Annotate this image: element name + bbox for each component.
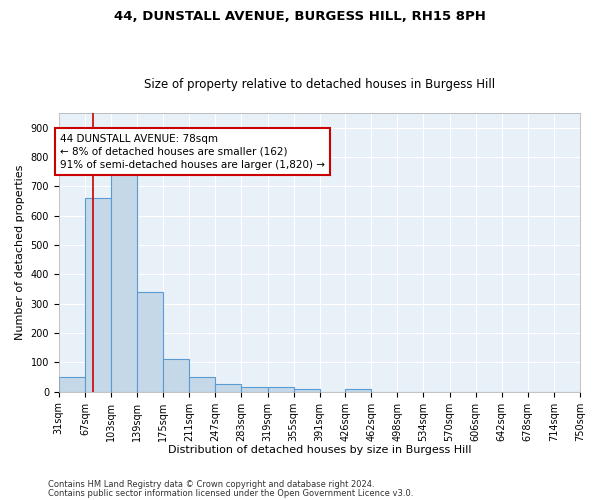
Bar bbox=[268, 388, 293, 392]
Bar bbox=[293, 389, 320, 392]
Text: 44, DUNSTALL AVENUE, BURGESS HILL, RH15 8PH: 44, DUNSTALL AVENUE, BURGESS HILL, RH15 … bbox=[114, 10, 486, 23]
Text: 44 DUNSTALL AVENUE: 78sqm
← 8% of detached houses are smaller (162)
91% of semi-: 44 DUNSTALL AVENUE: 78sqm ← 8% of detach… bbox=[60, 134, 325, 170]
Y-axis label: Number of detached properties: Number of detached properties bbox=[15, 164, 25, 340]
Bar bbox=[241, 388, 268, 392]
Bar bbox=[163, 360, 189, 392]
Bar bbox=[137, 292, 163, 392]
Bar bbox=[215, 384, 241, 392]
Bar bbox=[59, 377, 85, 392]
Bar bbox=[111, 172, 137, 392]
X-axis label: Distribution of detached houses by size in Burgess Hill: Distribution of detached houses by size … bbox=[167, 445, 471, 455]
Title: Size of property relative to detached houses in Burgess Hill: Size of property relative to detached ho… bbox=[144, 78, 495, 91]
Bar bbox=[189, 377, 215, 392]
Bar bbox=[345, 389, 371, 392]
Text: Contains HM Land Registry data © Crown copyright and database right 2024.: Contains HM Land Registry data © Crown c… bbox=[48, 480, 374, 489]
Text: Contains public sector information licensed under the Open Government Licence v3: Contains public sector information licen… bbox=[48, 489, 413, 498]
Bar bbox=[85, 198, 111, 392]
